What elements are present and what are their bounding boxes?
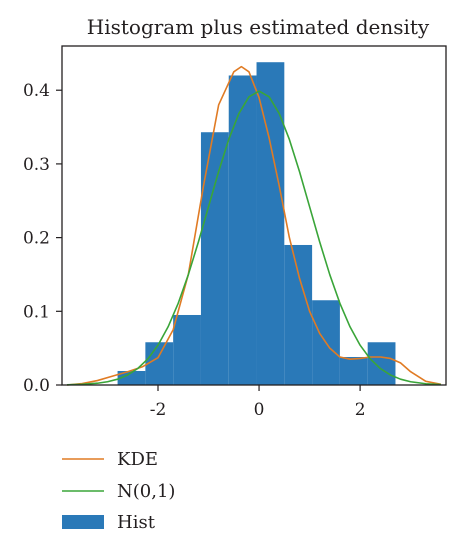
x-axis-ticks: -2 0 2 bbox=[150, 385, 366, 420]
hist-bar bbox=[117, 370, 146, 385]
hist-bar bbox=[173, 314, 201, 385]
chart-title: Histogram plus estimated density bbox=[87, 15, 430, 39]
hist-bar bbox=[256, 62, 285, 385]
legend-swatch-patch bbox=[62, 515, 104, 529]
hist-bar bbox=[145, 342, 174, 385]
y-tick-label: 0.3 bbox=[23, 155, 50, 175]
x-tick-label: 2 bbox=[355, 400, 366, 420]
y-tick-label: 0.0 bbox=[23, 376, 50, 396]
y-axis-ticks: 0.0 0.1 0.2 0.3 0.4 bbox=[23, 81, 62, 396]
legend: KDE N(0,1) Hist bbox=[62, 449, 175, 533]
hist-bar bbox=[367, 342, 396, 385]
x-tick-label: -2 bbox=[150, 400, 167, 420]
y-tick-label: 0.1 bbox=[23, 302, 50, 322]
legend-label: KDE bbox=[117, 449, 158, 470]
kde-curve bbox=[66, 65, 442, 386]
legend-label: Hist bbox=[117, 512, 156, 533]
hist-bar bbox=[339, 356, 368, 385]
y-tick-label: 0.2 bbox=[23, 229, 50, 249]
normal-curve bbox=[67, 90, 441, 386]
y-tick-label: 0.4 bbox=[23, 81, 50, 101]
hist-bar bbox=[284, 244, 313, 385]
histogram-bars bbox=[117, 62, 396, 385]
hist-bar bbox=[200, 132, 229, 385]
density-curves bbox=[66, 65, 442, 386]
hist-bar bbox=[228, 75, 257, 385]
x-tick-label: 0 bbox=[254, 400, 265, 420]
plot-frame bbox=[61, 45, 447, 386]
legend-label: N(0,1) bbox=[117, 481, 175, 502]
